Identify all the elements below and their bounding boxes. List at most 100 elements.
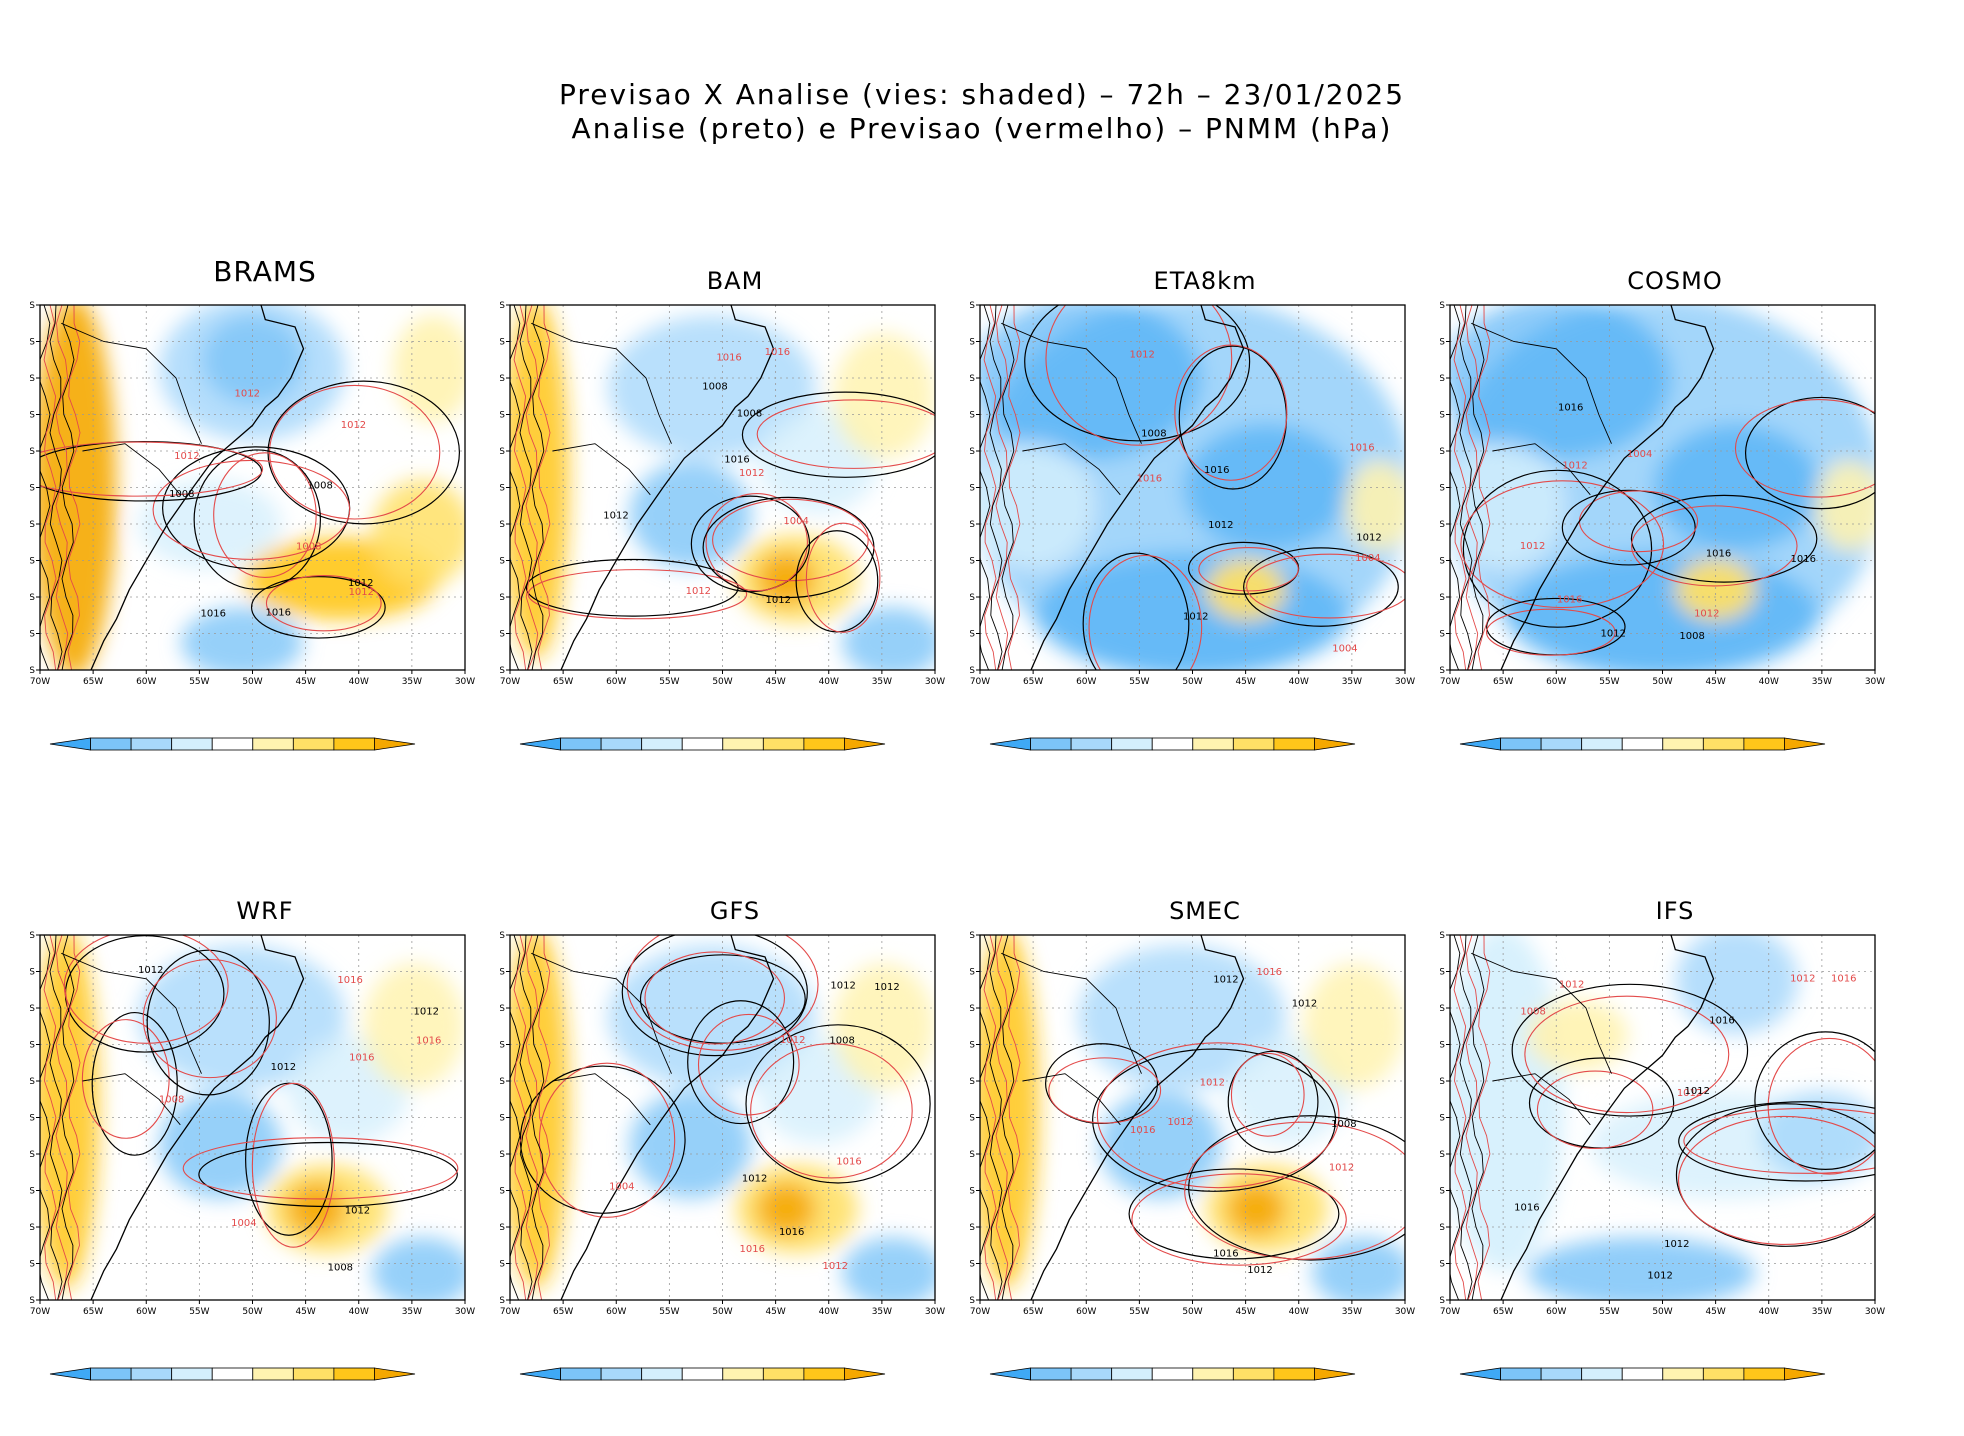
lat-tick-label: 21S: [970, 1004, 975, 1014]
lon-tick-label: 55W: [1599, 1307, 1619, 1317]
contour-label: 1012: [874, 982, 899, 993]
forecast-contour: [1631, 505, 1798, 587]
forecast-contour: [1131, 1173, 1347, 1266]
forecast-contour: [1485, 608, 1616, 656]
colorbar-segment: [1151, 737, 1194, 751]
lon-tick-label: 40W: [349, 677, 369, 687]
bias-shading: [1654, 424, 1820, 551]
colorbar-segment: [560, 737, 602, 751]
forecast-contour: [1767, 1037, 1875, 1175]
lon-tick-label: 50W: [1182, 677, 1202, 687]
contour-label: 1012: [271, 1062, 296, 1073]
lon-tick-label: 50W: [712, 677, 732, 687]
contour-label: 1016: [1204, 465, 1229, 476]
lon-tick-label: 45W: [1235, 1307, 1255, 1317]
contour-label: 1016: [1514, 1203, 1539, 1214]
colorbar-segment: [130, 1367, 173, 1381]
lon-tick-label: 40W: [1759, 677, 1779, 687]
panel-title: GFS: [709, 897, 761, 925]
lat-tick-label: 42S: [1440, 630, 1445, 640]
contour-label: 1012: [1562, 461, 1587, 472]
lat-tick-label: 15S: [1440, 301, 1445, 311]
lat-tick-label: 39S: [30, 1223, 35, 1233]
colorbar-segment: [292, 1367, 335, 1381]
colorbar-segment: [1621, 1367, 1664, 1381]
lat-tick-label: 36S: [500, 557, 505, 567]
bias-shading: [833, 333, 935, 459]
lon-tick-label: 45W: [765, 677, 785, 687]
contour-label: 1016: [349, 1052, 374, 1063]
contour-label: 1012: [1684, 1086, 1709, 1097]
contour-label: 1016: [337, 975, 362, 986]
panel-title: WRF: [236, 897, 294, 925]
bias-shading: [159, 1091, 282, 1199]
analysis-contour: [1188, 1115, 1405, 1261]
lat-tick-label: 27S: [970, 447, 975, 457]
contour-label: 1016: [779, 1227, 804, 1238]
contour-label: 1012: [138, 965, 163, 976]
contour-label: 1008: [702, 382, 727, 393]
lat-tick-label: 36S: [1440, 1187, 1445, 1197]
lon-tick-label: 50W: [1182, 1307, 1202, 1317]
bias-shading: [629, 1091, 752, 1199]
lon-tick-label: 35W: [1812, 677, 1832, 687]
forecast-contour: [1184, 1121, 1405, 1260]
lat-tick-label: 45S: [500, 666, 505, 676]
colorbar-segment: [1192, 1367, 1234, 1381]
analysis-contour: [1561, 489, 1696, 566]
contour-label: 1012: [1129, 349, 1154, 360]
forecast-contour: [251, 1082, 335, 1248]
forecast-contour: [213, 452, 317, 579]
forecast-contour: [805, 522, 881, 633]
lat-tick-label: 21S: [970, 374, 975, 384]
lat-tick-label: 18S: [30, 968, 35, 978]
contour-label: 1012: [345, 1206, 370, 1217]
bias-shading: [180, 607, 303, 670]
bias-shading: [629, 461, 752, 569]
contour-label: 1008: [1331, 1119, 1356, 1130]
panel-title: ETA8km: [1153, 267, 1257, 295]
coastline: [560, 935, 775, 1300]
map-canvas: 1012 1016 1008 1016 1012 1012 1016 1012 1012 1012…: [970, 931, 1415, 1381]
forecast-contour: [697, 1013, 800, 1116]
lon-tick-label: 70W: [1440, 677, 1460, 687]
analysis-contour: [146, 949, 270, 1096]
bias-shading: [1346, 461, 1405, 551]
forecast-contour: [1678, 1115, 1875, 1245]
lat-tick-label: 15S: [30, 931, 35, 941]
lat-tick-label: 21S: [1440, 374, 1445, 384]
lon-tick-label: 60W: [1076, 1307, 1096, 1317]
analysis-contour: [1744, 396, 1875, 510]
forecast-contour: [750, 1043, 913, 1179]
colorbar-segment: [49, 1367, 91, 1381]
lat-tick-label: 45S: [500, 1296, 505, 1306]
lat-tick-label: 27S: [1440, 447, 1445, 457]
colorbar-segment: [844, 737, 886, 751]
lon-tick-label: 60W: [1546, 677, 1566, 687]
lon-tick-label: 55W: [189, 677, 209, 687]
colorbar-segment: [681, 1367, 724, 1381]
lon-tick-label: 70W: [30, 1307, 50, 1317]
lat-tick-label: 33S: [1440, 1150, 1445, 1160]
colorbar-segment: [560, 1367, 602, 1381]
colorbar-segment: [989, 1367, 1031, 1381]
lat-tick-label: 39S: [500, 1223, 505, 1233]
colorbar-segment: [211, 737, 254, 751]
bias-shading: [833, 963, 935, 1089]
lon-tick-label: 35W: [872, 677, 892, 687]
map-canvas: 1016101210161008101210161012101210121012…: [1440, 931, 1885, 1381]
colorbar-segment: [1314, 737, 1356, 751]
coastline: [1030, 305, 1245, 670]
lat-tick-label: 45S: [30, 1296, 35, 1306]
lat-tick-label: 36S: [500, 1187, 505, 1197]
contour-label: 1012: [235, 389, 260, 400]
lat-tick-label: 15S: [500, 301, 505, 311]
contour-label: 1012: [686, 586, 711, 597]
analysis-contour: [1678, 1101, 1875, 1182]
lon-tick-label: 45W: [295, 1307, 315, 1317]
contour-label: 1012: [1677, 1088, 1702, 1099]
lon-tick-label: 30W: [1865, 677, 1885, 687]
lat-tick-label: 36S: [970, 557, 975, 567]
lat-tick-label: 24S: [1440, 411, 1445, 421]
colorbar-segment: [1702, 1367, 1745, 1381]
